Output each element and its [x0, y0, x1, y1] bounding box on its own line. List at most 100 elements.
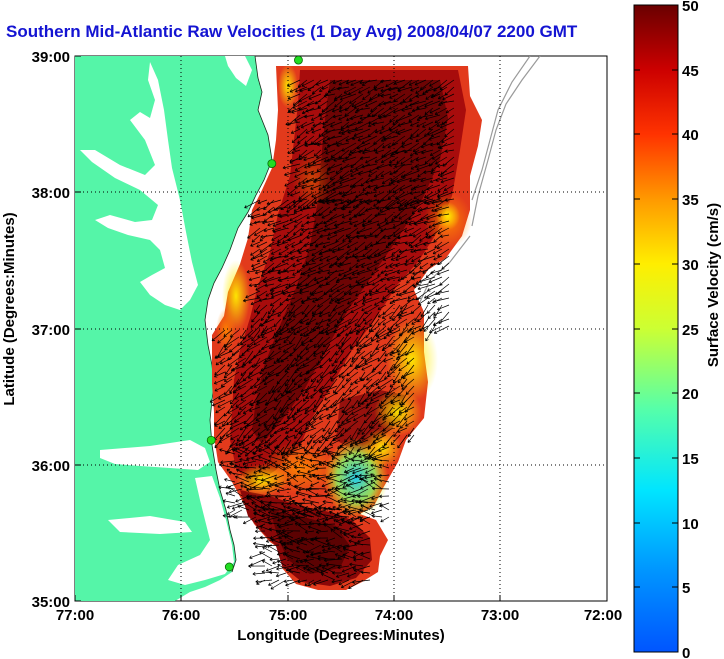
velocity-arrow [330, 399, 345, 409]
velocity-arrow [261, 559, 273, 567]
velocity-arrow [340, 495, 355, 501]
velocity-arrow [246, 269, 261, 274]
velocity-arrow [240, 392, 254, 401]
velocity-arrow [246, 488, 264, 492]
velocity-arrow [345, 135, 357, 142]
velocity-arrow [357, 427, 366, 435]
velocity-arrow [219, 448, 236, 455]
velocity-arrow [348, 276, 359, 281]
velocity-arrow [302, 357, 317, 367]
velocity-arrow [287, 505, 301, 511]
velocity-arrow [252, 350, 268, 359]
velocity-arrow [406, 297, 422, 303]
velocity-arrow [441, 135, 455, 143]
velocity-arrow [257, 519, 273, 525]
velocity-arrow [266, 199, 282, 206]
velocity-arrow [381, 427, 394, 436]
velocity-arrow [335, 572, 350, 578]
velocity-arrow [301, 227, 317, 232]
velocity-arrow [281, 406, 289, 416]
velocity-arrow [260, 311, 268, 322]
velocity-arrow [429, 177, 441, 183]
velocity-arrow [317, 269, 331, 275]
velocity-arrow [287, 107, 301, 114]
velocity-arrow [360, 350, 373, 360]
velocity-arrow [371, 457, 390, 462]
velocity-arrow [336, 329, 345, 338]
velocity-arrow [292, 311, 303, 318]
velocity-arrow [306, 213, 317, 220]
velocity-arrow [422, 121, 434, 128]
velocity-arrow [445, 107, 455, 114]
velocity-arrow [371, 269, 380, 276]
velocity-arrow [301, 304, 310, 315]
velocity-arrow [326, 461, 341, 469]
velocity-arrow [249, 551, 266, 559]
velocity-arrow [376, 434, 387, 441]
velocity-arrow [311, 537, 329, 546]
velocity-arrow [294, 213, 310, 223]
velocity-arrow [215, 357, 226, 366]
velocity-arrow [357, 537, 371, 544]
velocity-arrow [277, 378, 289, 393]
velocity-arrow [396, 177, 413, 184]
velocity-arrow [381, 177, 392, 184]
velocity-arrow [321, 213, 331, 219]
velocity-arrow [305, 343, 317, 351]
velocity-arrow [288, 392, 296, 401]
velocity-arrow [217, 399, 233, 408]
velocity-arrow [440, 177, 455, 184]
velocity-arrow [310, 184, 322, 190]
velocity-arrow [311, 213, 324, 218]
velocity-arrow [282, 343, 296, 353]
velocity-arrow [315, 318, 331, 326]
velocity-arrow [272, 220, 289, 228]
velocity-arrow [318, 86, 329, 93]
velocity-arrow [298, 177, 308, 185]
velocity-arrow [296, 283, 310, 290]
velocity-arrow [384, 350, 394, 357]
velocity-arrow [318, 563, 329, 568]
velocity-arrow [273, 399, 282, 411]
velocity-arrow [354, 107, 364, 114]
velocity-arrow [341, 509, 357, 514]
station-2-marker [267, 159, 277, 169]
velocity-arrow [425, 234, 436, 239]
velocity-arrow [324, 156, 336, 163]
velocity-arrow [404, 142, 420, 154]
velocity-arrow [264, 399, 275, 406]
velocity-arrow [396, 269, 408, 274]
velocity-arrow [251, 234, 261, 243]
velocity-arrow [301, 79, 315, 87]
velocity-arrow [408, 213, 422, 221]
velocity-arrow [405, 318, 415, 326]
velocity-arrow [262, 357, 275, 365]
velocity-arrow [332, 184, 350, 192]
velocity-arrow [349, 343, 359, 350]
velocity-arrow [269, 557, 280, 562]
velocity-arrow [360, 478, 376, 490]
velocity-arrow [355, 262, 366, 269]
velocity-arrow [433, 311, 443, 317]
velocity-arrow [224, 364, 233, 375]
velocity-arrow [329, 297, 338, 304]
velocity-arrow [281, 446, 292, 460]
velocity-arrow [390, 170, 406, 182]
velocity-arrow [342, 481, 355, 489]
velocity-arrow [315, 530, 329, 534]
velocity-arrow [270, 538, 287, 546]
velocity-arrow [381, 311, 394, 319]
velocity-arrow [214, 420, 226, 427]
velocity-arrow [406, 199, 422, 206]
velocity-arrow [274, 392, 289, 402]
velocity-arrow [355, 191, 371, 199]
velocity-arrow [373, 248, 387, 257]
velocity-arrow [356, 234, 373, 239]
velocity-arrow [396, 156, 406, 164]
velocity-arrow [354, 542, 371, 546]
velocity-arrow [320, 572, 336, 581]
velocity-arrow [256, 290, 268, 298]
velocity-arrow [332, 571, 343, 575]
velocity-arrow [359, 114, 378, 120]
